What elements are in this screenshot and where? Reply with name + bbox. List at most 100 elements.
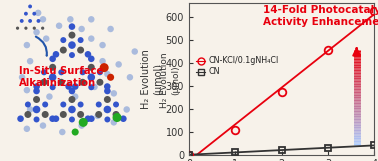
Circle shape xyxy=(88,56,94,62)
Circle shape xyxy=(111,90,117,97)
Circle shape xyxy=(28,5,32,8)
Circle shape xyxy=(68,106,76,113)
Circle shape xyxy=(42,101,48,108)
Circle shape xyxy=(94,113,101,119)
Circle shape xyxy=(72,128,79,136)
Circle shape xyxy=(107,74,114,81)
Circle shape xyxy=(41,27,44,30)
Circle shape xyxy=(124,106,130,113)
Circle shape xyxy=(60,47,67,54)
Circle shape xyxy=(96,79,104,86)
Circle shape xyxy=(115,61,122,68)
Circle shape xyxy=(33,12,36,16)
Circle shape xyxy=(58,79,65,86)
Circle shape xyxy=(104,83,111,90)
FancyArrowPatch shape xyxy=(36,37,47,56)
Circle shape xyxy=(27,106,33,113)
Circle shape xyxy=(24,87,30,93)
Circle shape xyxy=(77,111,84,118)
Circle shape xyxy=(91,84,98,90)
Circle shape xyxy=(104,116,110,123)
Circle shape xyxy=(60,101,66,108)
Circle shape xyxy=(24,27,28,30)
Circle shape xyxy=(113,113,122,122)
Circle shape xyxy=(20,19,24,23)
Circle shape xyxy=(104,71,111,77)
Circle shape xyxy=(88,84,94,90)
Circle shape xyxy=(53,51,59,58)
Circle shape xyxy=(69,23,75,30)
Text: 14-Fold Photocatalytic
Activity Enhancement: 14-Fold Photocatalytic Activity Enhancem… xyxy=(263,5,378,27)
Circle shape xyxy=(27,58,33,64)
Circle shape xyxy=(85,115,91,122)
Circle shape xyxy=(33,83,40,90)
Circle shape xyxy=(120,115,127,122)
Circle shape xyxy=(111,119,117,126)
Circle shape xyxy=(69,116,75,123)
Y-axis label: H₂ Evolution
(μmol): H₂ Evolution (μmol) xyxy=(141,49,163,109)
Text: H₂ Evolution
(μmol): H₂ Evolution (μmol) xyxy=(161,53,180,108)
Circle shape xyxy=(77,101,84,108)
Circle shape xyxy=(49,64,56,71)
Circle shape xyxy=(99,58,106,64)
Circle shape xyxy=(24,12,28,16)
Circle shape xyxy=(68,96,76,103)
Circle shape xyxy=(41,69,47,75)
Circle shape xyxy=(87,73,95,81)
Circle shape xyxy=(88,35,94,42)
Circle shape xyxy=(49,73,56,81)
Circle shape xyxy=(104,88,111,94)
Circle shape xyxy=(67,16,74,23)
Circle shape xyxy=(19,74,25,80)
Circle shape xyxy=(40,16,46,23)
Circle shape xyxy=(24,126,30,132)
Circle shape xyxy=(104,106,111,113)
Circle shape xyxy=(107,26,114,32)
Circle shape xyxy=(33,29,40,35)
Circle shape xyxy=(80,69,86,75)
Circle shape xyxy=(40,79,48,86)
Circle shape xyxy=(72,93,78,100)
Circle shape xyxy=(33,27,36,30)
Circle shape xyxy=(88,16,94,23)
Circle shape xyxy=(59,129,65,135)
Circle shape xyxy=(65,83,72,90)
Circle shape xyxy=(85,51,91,58)
Circle shape xyxy=(33,106,40,113)
Circle shape xyxy=(16,27,19,30)
Circle shape xyxy=(96,101,102,108)
Circle shape xyxy=(17,115,24,122)
Circle shape xyxy=(60,111,67,118)
Circle shape xyxy=(50,84,56,90)
Circle shape xyxy=(69,52,75,58)
Circle shape xyxy=(43,35,50,42)
Circle shape xyxy=(46,93,53,100)
Circle shape xyxy=(37,19,40,23)
Circle shape xyxy=(25,101,31,108)
Circle shape xyxy=(78,122,85,129)
Circle shape xyxy=(132,48,138,55)
Circle shape xyxy=(78,26,85,32)
Circle shape xyxy=(33,96,40,103)
Circle shape xyxy=(99,42,106,48)
Circle shape xyxy=(72,83,79,90)
Circle shape xyxy=(24,42,30,48)
Legend: CN-KCl/0.1gNH₄Cl, CN: CN-KCl/0.1gNH₄Cl, CN xyxy=(195,56,280,77)
Circle shape xyxy=(77,37,84,43)
Circle shape xyxy=(113,101,119,108)
Circle shape xyxy=(68,41,76,49)
Circle shape xyxy=(68,32,76,39)
Circle shape xyxy=(69,88,75,94)
Circle shape xyxy=(50,56,56,62)
Circle shape xyxy=(42,111,49,118)
Circle shape xyxy=(56,23,62,29)
Circle shape xyxy=(34,116,40,123)
Circle shape xyxy=(95,111,102,118)
Circle shape xyxy=(58,69,64,75)
Circle shape xyxy=(88,64,95,71)
Circle shape xyxy=(88,115,94,122)
Circle shape xyxy=(60,37,66,43)
Circle shape xyxy=(79,79,86,86)
Circle shape xyxy=(100,63,108,72)
Circle shape xyxy=(25,111,31,118)
